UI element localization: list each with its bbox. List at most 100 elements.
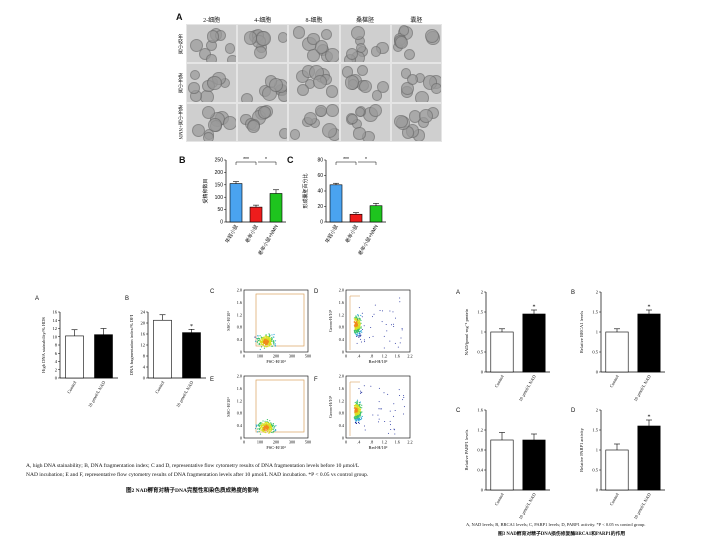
event-dot — [267, 339, 269, 342]
event-dot — [360, 334, 362, 336]
micrograph-cell — [390, 24, 442, 64]
event-dot — [266, 341, 268, 343]
event-dot — [256, 431, 259, 433]
micrograph-cell — [339, 24, 391, 64]
event-dot — [378, 401, 380, 403]
bar — [153, 319, 172, 379]
y-tick-label: 1.2 — [237, 398, 242, 403]
bar — [249, 206, 263, 223]
event-dot — [399, 395, 401, 397]
event-dot — [259, 424, 261, 427]
bar — [637, 313, 661, 373]
embryo-blob — [356, 43, 367, 54]
event-dot — [359, 413, 362, 415]
event-dot — [273, 333, 275, 336]
event-dot — [268, 339, 271, 341]
event-dot — [259, 426, 261, 429]
event-dot — [363, 385, 365, 387]
event-dot — [265, 431, 267, 434]
event-dot — [358, 406, 360, 408]
event-dot — [358, 418, 360, 420]
embryo-blob — [205, 54, 217, 63]
event-dot — [271, 340, 273, 342]
event-dot — [271, 426, 274, 428]
embryo-blob — [358, 79, 373, 94]
event-dot — [268, 424, 270, 426]
event-dot — [260, 429, 262, 431]
embryo-blob — [424, 28, 439, 44]
y-tick-label: 2.0 — [339, 374, 344, 379]
embryo-blob — [371, 90, 383, 102]
event-dot — [355, 329, 357, 331]
y-axis-label: Green-H/10³ — [328, 395, 333, 418]
micrograph-cell — [186, 102, 238, 142]
event-dot — [266, 422, 268, 424]
embryo-blob — [206, 30, 220, 43]
event-dot — [359, 414, 361, 416]
x-tick-label: 200 — [273, 354, 279, 359]
event-dot — [268, 342, 270, 344]
category-label: 10 μmol/L NAD — [518, 491, 538, 520]
x-axis-label: Red-H/10³ — [369, 359, 388, 364]
event-dot — [357, 417, 359, 419]
event-dot — [384, 420, 386, 422]
y-tick-label: 1 — [596, 330, 598, 335]
event-dot — [269, 338, 271, 340]
event-dot — [270, 428, 273, 430]
micrograph-cell — [339, 102, 391, 142]
y-tick-label: 0 — [240, 436, 242, 441]
category-label: Control — [154, 379, 166, 394]
y-tick-label: 200 — [215, 170, 224, 176]
category-label: 老年小鼠+NMN — [357, 223, 380, 257]
event-dot — [393, 323, 395, 325]
x-tick-label: 0 — [243, 354, 245, 359]
embryo-blob — [404, 48, 416, 60]
fig2d-flow-plot: 00.40.81.21.62.00.4.8 1.2 1.6 2.2Red-H/10³G… — [328, 288, 413, 365]
event-dot — [360, 417, 363, 420]
fig3a-bar-chart: 0 0.5 1 1.5 2 NAD/(pmol·mg⁻¹ protein Control 10… — [464, 290, 550, 402]
x-tick-label: 100 — [257, 354, 263, 359]
event-dot — [361, 415, 363, 418]
event-dot — [266, 427, 268, 429]
event-dot — [358, 307, 360, 309]
event-dot — [258, 339, 260, 341]
event-dot — [272, 342, 274, 344]
event-dot — [273, 427, 275, 429]
y-tick-label: 10 — [53, 334, 58, 339]
event-dot — [270, 343, 272, 345]
event-dot — [356, 321, 358, 323]
fig3-caption: A, NAD levels; B, BRCA1 levels; C, PARP1… — [466, 522, 646, 527]
event-dot — [269, 339, 272, 342]
embryo-blob — [398, 25, 410, 36]
event-dot — [359, 321, 361, 323]
event-dot — [257, 343, 259, 345]
event-dot — [361, 411, 363, 413]
category-label: 年轻小鼠 — [224, 224, 240, 245]
y-tick-label: 1.5 — [592, 428, 598, 433]
event-dot — [356, 335, 358, 337]
category-label: 年轻小鼠 — [324, 224, 340, 245]
fig1-col-header: 8-细胞 — [305, 18, 323, 24]
event-dot — [259, 342, 261, 345]
event-dot — [389, 340, 391, 342]
event-dot — [356, 325, 358, 327]
event-dot — [259, 348, 261, 351]
category-label: 老年小鼠+NMN — [257, 223, 280, 257]
embryo-blob — [188, 82, 200, 94]
event-dot — [358, 413, 360, 415]
event-dot — [359, 324, 361, 326]
event-dot — [265, 428, 267, 430]
event-dot — [387, 432, 389, 434]
fig2-panel-f-label: F — [314, 377, 318, 383]
event-dot — [379, 310, 381, 312]
event-dot — [355, 323, 357, 325]
event-dot — [360, 416, 362, 418]
category-label: Control — [494, 491, 506, 506]
event-dot — [386, 330, 388, 332]
x-tick-label: .4 — [357, 354, 361, 359]
y-tick-label: 50 — [217, 207, 223, 213]
event-dot — [270, 431, 272, 433]
event-dot — [359, 408, 362, 410]
event-dot — [268, 423, 270, 425]
y-tick-label: 1.5 — [592, 310, 598, 315]
